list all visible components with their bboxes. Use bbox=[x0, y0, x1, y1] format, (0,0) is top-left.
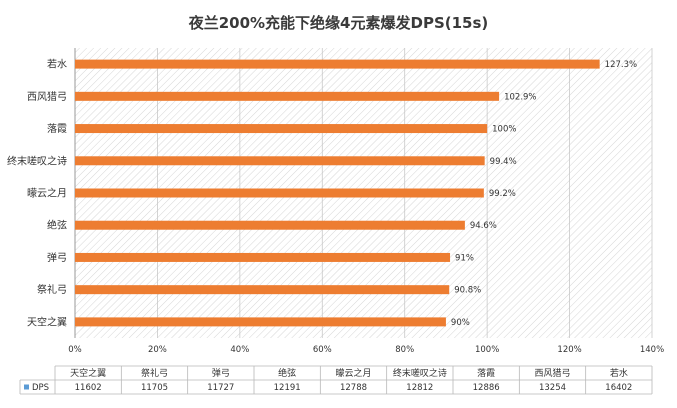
x-tick-label: 0% bbox=[68, 345, 82, 355]
table-header-cell: 西风猎弓 bbox=[534, 367, 570, 379]
table-header-cell: 祭礼弓 bbox=[141, 367, 168, 379]
bar bbox=[75, 317, 446, 327]
bar-value-label: 99.4% bbox=[490, 157, 517, 167]
x-tick-label: 120% bbox=[557, 345, 581, 355]
category-label: 终末嗟叹之诗 bbox=[7, 154, 67, 167]
table-header-cell: 落霞 bbox=[477, 367, 495, 379]
bar-value-label: 102.9% bbox=[504, 92, 536, 102]
table-value-cell: 12886 bbox=[473, 383, 500, 393]
chart-title: 夜兰200%充能下绝缘4元素爆发DPS(15s) bbox=[188, 14, 489, 32]
table-value-cell: 16402 bbox=[605, 383, 632, 393]
table-header-cell: 弹弓 bbox=[212, 367, 230, 379]
table-value-cell: 12191 bbox=[274, 383, 301, 393]
bar bbox=[75, 285, 450, 295]
table-value-cell: 11705 bbox=[141, 383, 168, 393]
bar-value-label: 100% bbox=[492, 125, 516, 135]
x-tick-label: 20% bbox=[148, 345, 167, 355]
x-tick-label: 80% bbox=[395, 345, 414, 355]
category-label: 天空之翼 bbox=[27, 315, 67, 328]
legend-swatch bbox=[24, 384, 29, 390]
table-value-cell: 12812 bbox=[406, 383, 433, 393]
table-value-cell: 12788 bbox=[340, 383, 367, 393]
category-label: 绝弦 bbox=[47, 219, 67, 232]
category-label: 落霞 bbox=[47, 123, 67, 135]
bars: 127.3% 102.9% 100% 99.4% 99.2% 94.6% 91% 90.8% 9… bbox=[75, 59, 637, 328]
bar-value-label: 94.6% bbox=[470, 221, 497, 231]
category-label: 若水 bbox=[47, 58, 67, 71]
x-axis-tick-labels: 0% 20% 40% 60% 80% 100% 120% 140% bbox=[68, 345, 664, 355]
data-table: DPS 天空之翼 11602 祭礼弓 11705 弹弓 11727 绝弦 12191 曚云之月 12… bbox=[19, 365, 653, 395]
table-value-cell: 11727 bbox=[207, 383, 234, 393]
bar-value-label: 99.2% bbox=[489, 189, 516, 199]
bar bbox=[75, 188, 484, 198]
x-tick-label: 100% bbox=[475, 345, 499, 355]
category-label: 曚云之月 bbox=[27, 187, 67, 200]
x-tick-label: 140% bbox=[640, 345, 664, 355]
table-value-cell: 11602 bbox=[75, 383, 102, 393]
table-header-cell: 绝弦 bbox=[278, 367, 296, 379]
x-tick-label: 40% bbox=[230, 345, 249, 355]
table-header-cell: 若水 bbox=[610, 367, 628, 379]
category-label: 西风猎弓 bbox=[27, 90, 67, 103]
table-header-cell: 天空之翼 bbox=[70, 367, 106, 379]
x-tick-label: 60% bbox=[313, 345, 332, 355]
table-value-cell: 13254 bbox=[539, 383, 566, 393]
table-header-cell: 终末嗟叹之诗 bbox=[393, 367, 447, 379]
table-series-label: DPS bbox=[32, 383, 49, 393]
category-label: 祭礼弓 bbox=[37, 283, 67, 296]
table-header-cell: 曚云之月 bbox=[335, 367, 371, 379]
bar bbox=[75, 252, 451, 262]
bar-value-label: 90.8% bbox=[454, 286, 481, 296]
bar-value-label: 90% bbox=[451, 318, 470, 328]
bar bbox=[75, 156, 485, 166]
bar bbox=[75, 59, 600, 69]
bar bbox=[75, 220, 465, 230]
bar-value-label: 127.3% bbox=[605, 60, 637, 70]
category-label: 弹弓 bbox=[47, 251, 67, 264]
bar-value-label: 91% bbox=[455, 253, 474, 263]
bar bbox=[75, 91, 500, 101]
bar bbox=[75, 124, 488, 134]
